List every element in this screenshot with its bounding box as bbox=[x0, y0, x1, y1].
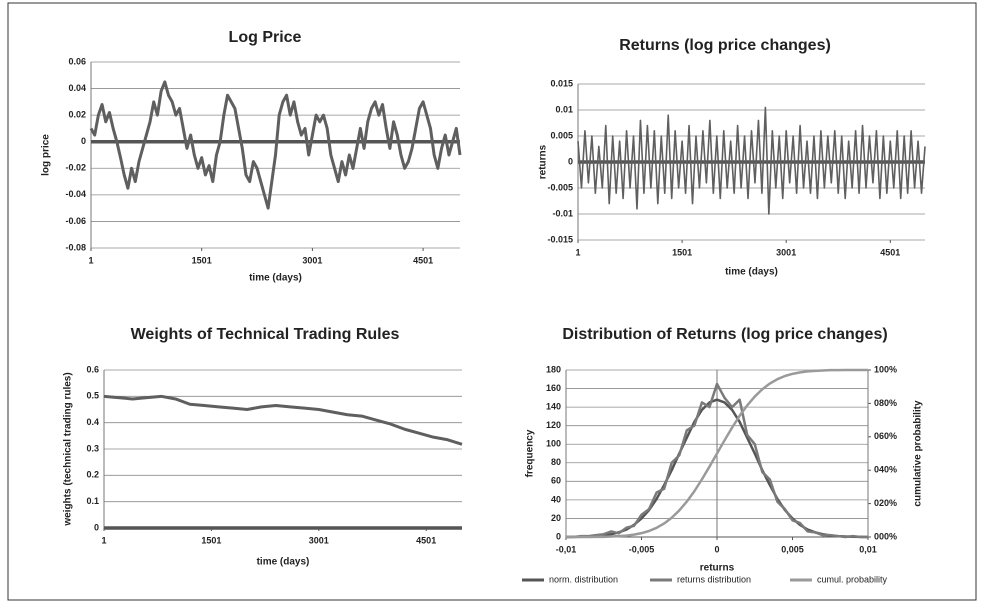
y2-tick-label: 020% bbox=[874, 498, 897, 508]
y-axis-label: log price bbox=[41, 134, 52, 176]
y-tick-label: -0.06 bbox=[65, 216, 86, 226]
y2-tick-label: 080% bbox=[874, 398, 897, 408]
y-tick-label: 0.04 bbox=[68, 83, 86, 93]
y-tick-label: 0.02 bbox=[68, 110, 86, 120]
x-tick-label: 3001 bbox=[302, 255, 322, 265]
x-tick-label: 1 bbox=[88, 255, 93, 265]
y2-tick-label: 040% bbox=[874, 465, 897, 475]
x-tick-label: -0,005 bbox=[629, 544, 655, 554]
y-tick-label: 0.06 bbox=[68, 56, 86, 66]
data-line bbox=[103, 394, 463, 446]
x-tick-label: 4501 bbox=[416, 535, 436, 545]
x-tick-label: 1501 bbox=[201, 535, 221, 545]
y-tick-label: 0.01 bbox=[555, 104, 573, 114]
y2-tick-label: 100% bbox=[874, 364, 897, 374]
chart-title: Weights of Technical Trading Rules bbox=[131, 326, 400, 343]
chart-title: Returns (log price changes) bbox=[619, 37, 831, 54]
legend-label: returns distribution bbox=[677, 574, 751, 584]
y-tick-label: 180 bbox=[546, 364, 561, 374]
y-tick-label: -0.005 bbox=[547, 182, 573, 192]
x-tick-label: 1 bbox=[101, 535, 106, 545]
x-axis-label: time (days) bbox=[249, 273, 302, 284]
y-tick-label: -0.02 bbox=[65, 163, 86, 173]
x-axis-label: time (days) bbox=[725, 267, 778, 278]
data-line bbox=[566, 382, 868, 539]
x-tick-label: 3001 bbox=[776, 247, 796, 257]
y-tick-label: 40 bbox=[551, 494, 561, 504]
y-axis-label: frequency bbox=[525, 429, 536, 477]
x-tick-label: 0,01 bbox=[859, 544, 877, 554]
data-line bbox=[577, 106, 926, 215]
y-axis-label: weights (technical trading rules) bbox=[63, 372, 74, 526]
x-tick-label: 4501 bbox=[413, 255, 433, 265]
y-tick-label: -0.015 bbox=[547, 234, 573, 244]
y-tick-label: 80 bbox=[551, 457, 561, 467]
x-tick-label: 1501 bbox=[192, 255, 212, 265]
legend-label: cumul. probability bbox=[817, 574, 888, 584]
y-tick-label: 120 bbox=[546, 420, 561, 430]
y-tick-label: 0.4 bbox=[86, 417, 99, 427]
x-tick-label: 3001 bbox=[309, 535, 329, 545]
x-axis-label: returns bbox=[700, 563, 735, 574]
x-tick-label: -0,01 bbox=[556, 544, 577, 554]
data-line bbox=[89, 80, 462, 210]
y2-tick-label: 000% bbox=[874, 531, 897, 541]
y-tick-label: 0.3 bbox=[86, 443, 99, 453]
y-tick-label: 0 bbox=[568, 156, 573, 166]
y-tick-label: 0.2 bbox=[86, 470, 99, 480]
x-tick-label: 1501 bbox=[672, 247, 692, 257]
y-tick-label: 0.005 bbox=[550, 130, 573, 140]
chart-title: Log Price bbox=[229, 29, 302, 46]
x-tick-label: 0 bbox=[714, 544, 719, 554]
x-tick-label: 1 bbox=[575, 247, 580, 257]
y2-axis-label: cumulative probability bbox=[913, 400, 924, 507]
y-tick-label: 0.6 bbox=[86, 364, 99, 374]
y-tick-label: 20 bbox=[551, 513, 561, 523]
frame bbox=[7, 2, 977, 601]
y-tick-label: 0.015 bbox=[550, 78, 573, 88]
y-tick-label: -0.04 bbox=[65, 189, 86, 199]
y-tick-label: 100 bbox=[546, 439, 561, 449]
y-tick-label: 60 bbox=[551, 476, 561, 486]
data-line bbox=[566, 368, 868, 539]
y-tick-label: 0 bbox=[81, 136, 86, 146]
y-tick-label: 0 bbox=[556, 531, 561, 541]
legend-label: norm. distribution bbox=[549, 574, 618, 584]
y-tick-label: 140 bbox=[546, 401, 561, 411]
y-axis-label: returns bbox=[538, 144, 549, 179]
chart-title: Distribution of Returns (log price chang… bbox=[562, 326, 887, 343]
x-tick-label: 4501 bbox=[880, 247, 900, 257]
y-tick-label: 0 bbox=[94, 522, 99, 532]
y-tick-label: -0.01 bbox=[552, 208, 573, 218]
y-tick-label: 0.1 bbox=[86, 496, 99, 506]
y2-tick-label: 060% bbox=[874, 431, 897, 441]
x-axis-label: time (days) bbox=[257, 557, 310, 568]
y-tick-label: 0.5 bbox=[86, 391, 99, 401]
y-tick-label: 160 bbox=[546, 383, 561, 393]
y-tick-label: -0.08 bbox=[65, 242, 86, 252]
x-tick-label: 0,005 bbox=[781, 544, 804, 554]
